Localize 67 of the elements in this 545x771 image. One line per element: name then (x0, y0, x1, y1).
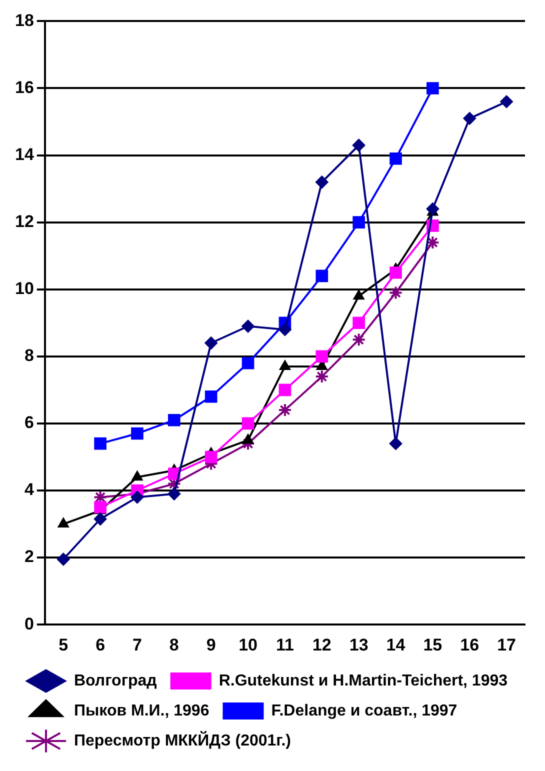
point (314, 370, 329, 384)
point (315, 176, 328, 189)
x-tick-label: 7 (132, 635, 142, 654)
y-tick-label: 4 (24, 480, 34, 500)
x-tick-label: 10 (238, 635, 258, 654)
point (94, 501, 106, 514)
legend-label: Пыков М.И., 1996 (74, 702, 210, 720)
x-tick-label: 13 (349, 635, 368, 654)
x-tick-label: 15 (423, 635, 442, 654)
x-tick-label: 14 (386, 635, 406, 654)
point (94, 512, 107, 526)
y-tick-label: 6 (24, 413, 34, 432)
point (352, 332, 366, 347)
legend-label: Волгоград (74, 672, 157, 690)
x-tick-label: 8 (169, 635, 179, 654)
legend-label: R.Gutekunst и H.Martin-Teichert, 1993 (218, 672, 508, 690)
legend-label: F.Delange и соавт., 1997 (271, 702, 458, 720)
x-tick-label: 11 (276, 635, 294, 654)
point (58, 518, 70, 528)
point (204, 390, 218, 403)
point (242, 356, 254, 370)
point (278, 403, 292, 418)
point (352, 216, 365, 228)
y-tick-label: 2 (24, 547, 34, 566)
point (316, 270, 328, 282)
point (388, 286, 403, 300)
point (463, 112, 476, 125)
point (426, 82, 439, 94)
point (204, 450, 218, 464)
point (242, 320, 255, 333)
point (316, 350, 328, 363)
point (168, 487, 181, 500)
y-tick-label: 8 (24, 346, 34, 366)
x-tick-label: 6 (96, 635, 106, 654)
point (389, 437, 402, 450)
point (168, 414, 180, 426)
point (242, 417, 254, 430)
point (94, 437, 106, 450)
point (500, 95, 514, 108)
x-tick-label: 9 (206, 635, 216, 654)
point (130, 490, 144, 504)
y-tick-label: 18 (14, 10, 34, 30)
point (132, 470, 143, 481)
y-tick-label: 10 (14, 279, 34, 298)
point (278, 384, 292, 396)
point (352, 138, 366, 152)
x-tick-label: 17 (497, 635, 516, 654)
point (390, 152, 402, 165)
point (242, 434, 254, 444)
point (390, 266, 402, 279)
point (426, 202, 440, 216)
point (426, 235, 440, 250)
point (353, 290, 365, 300)
x-tick-label: 16 (460, 635, 480, 654)
x-tick-label: 5 (58, 635, 68, 654)
point (131, 427, 144, 440)
y-tick-label: 16 (14, 78, 34, 97)
point (56, 552, 70, 566)
y-tick-label: 0 (24, 614, 34, 634)
y-tick-label: 14 (14, 144, 34, 164)
y-tick-label: 12 (14, 212, 34, 232)
x-tick-label: 12 (312, 635, 332, 654)
point (204, 336, 218, 350)
point (278, 323, 292, 336)
legend-label: Пересмотр МККЙДЗ (2001г.) (74, 730, 291, 750)
point (352, 316, 365, 330)
point (241, 436, 256, 451)
